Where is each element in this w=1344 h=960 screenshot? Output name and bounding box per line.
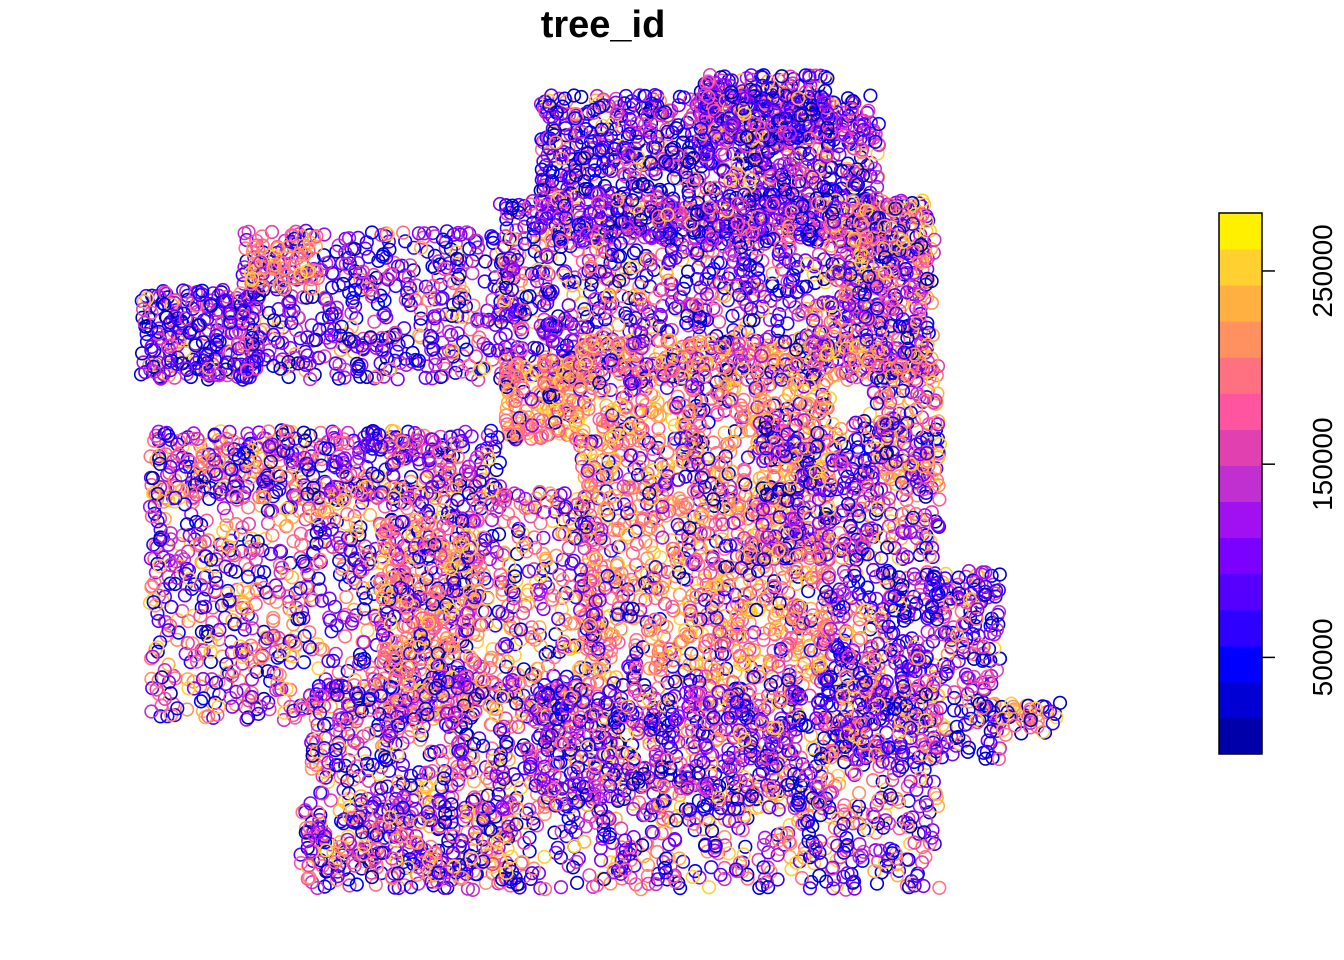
scatter-point xyxy=(676,281,691,297)
scatter-point xyxy=(552,91,567,106)
scatter-point xyxy=(534,172,549,187)
scatter-point xyxy=(871,116,886,132)
scatter-point xyxy=(563,148,579,163)
scatter-point xyxy=(850,177,866,192)
scatter-point xyxy=(863,168,878,183)
scatter-point xyxy=(557,91,572,106)
scatter-point xyxy=(304,318,319,333)
scatter-point xyxy=(629,115,645,130)
scatter-point xyxy=(631,150,646,165)
scatter-point xyxy=(681,188,697,203)
scatter-point xyxy=(592,100,607,115)
scatter-point xyxy=(869,180,885,195)
scatter-point xyxy=(650,185,665,200)
scatter-point xyxy=(569,161,585,176)
scatter-point xyxy=(762,161,777,176)
scatter-point xyxy=(791,174,807,189)
scatter-point xyxy=(442,324,457,339)
scatter-point xyxy=(466,298,481,313)
scatter-point xyxy=(684,126,700,141)
scatter-point xyxy=(726,175,741,190)
scatter-point xyxy=(863,88,878,103)
scatter-point xyxy=(638,107,653,122)
scatter-point xyxy=(622,111,637,127)
scatter-point xyxy=(647,162,663,177)
scatter-point xyxy=(640,99,655,114)
scatter-point xyxy=(406,240,422,255)
scatter-point xyxy=(618,88,634,104)
scatter-point xyxy=(666,171,681,186)
scatter-point xyxy=(685,107,701,122)
scatter-point xyxy=(534,132,549,147)
scatter-point xyxy=(367,314,382,329)
scatter-point xyxy=(671,98,686,113)
scatter-point xyxy=(542,182,558,197)
scatter-point xyxy=(629,243,644,258)
scatter-point xyxy=(772,596,787,611)
scatter-point xyxy=(747,142,762,157)
scatter-point xyxy=(556,145,572,160)
scatter-point xyxy=(732,140,747,155)
scatter-point xyxy=(547,128,562,143)
scatter-point xyxy=(570,175,585,190)
scatter-point xyxy=(574,124,589,139)
scatter-point xyxy=(703,216,718,231)
scatter-point xyxy=(632,88,647,103)
scatter-point xyxy=(614,288,630,304)
scatter-point xyxy=(835,164,851,179)
scatter-point xyxy=(774,69,789,84)
scatter-point xyxy=(534,162,549,177)
scatter-point xyxy=(627,170,642,185)
scatter-point xyxy=(607,142,622,157)
scatter-point xyxy=(611,317,626,333)
scatter-point xyxy=(465,266,480,281)
scatter-point xyxy=(398,234,413,249)
scatter-point xyxy=(630,221,646,236)
scatter-point xyxy=(867,161,883,176)
scatter-point xyxy=(819,183,834,198)
scatter-point xyxy=(552,251,567,266)
scatter-point xyxy=(717,147,733,162)
scatter-point xyxy=(601,98,617,113)
scatter-point xyxy=(400,334,415,349)
scatter-point xyxy=(845,177,861,192)
scatter-point xyxy=(924,295,940,310)
scatter-points xyxy=(133,67,1068,898)
scatter-point xyxy=(730,155,745,170)
scatter-point xyxy=(574,89,589,105)
scatter-point xyxy=(838,118,853,134)
scatter-point xyxy=(477,274,492,289)
chart-title: tree_id xyxy=(541,4,666,46)
scatter-point xyxy=(650,136,665,151)
scatter-point xyxy=(711,314,727,329)
scatter-point xyxy=(642,125,658,140)
scatter-point xyxy=(396,225,411,240)
scatter-point xyxy=(608,95,623,110)
scatter-point xyxy=(675,135,691,150)
